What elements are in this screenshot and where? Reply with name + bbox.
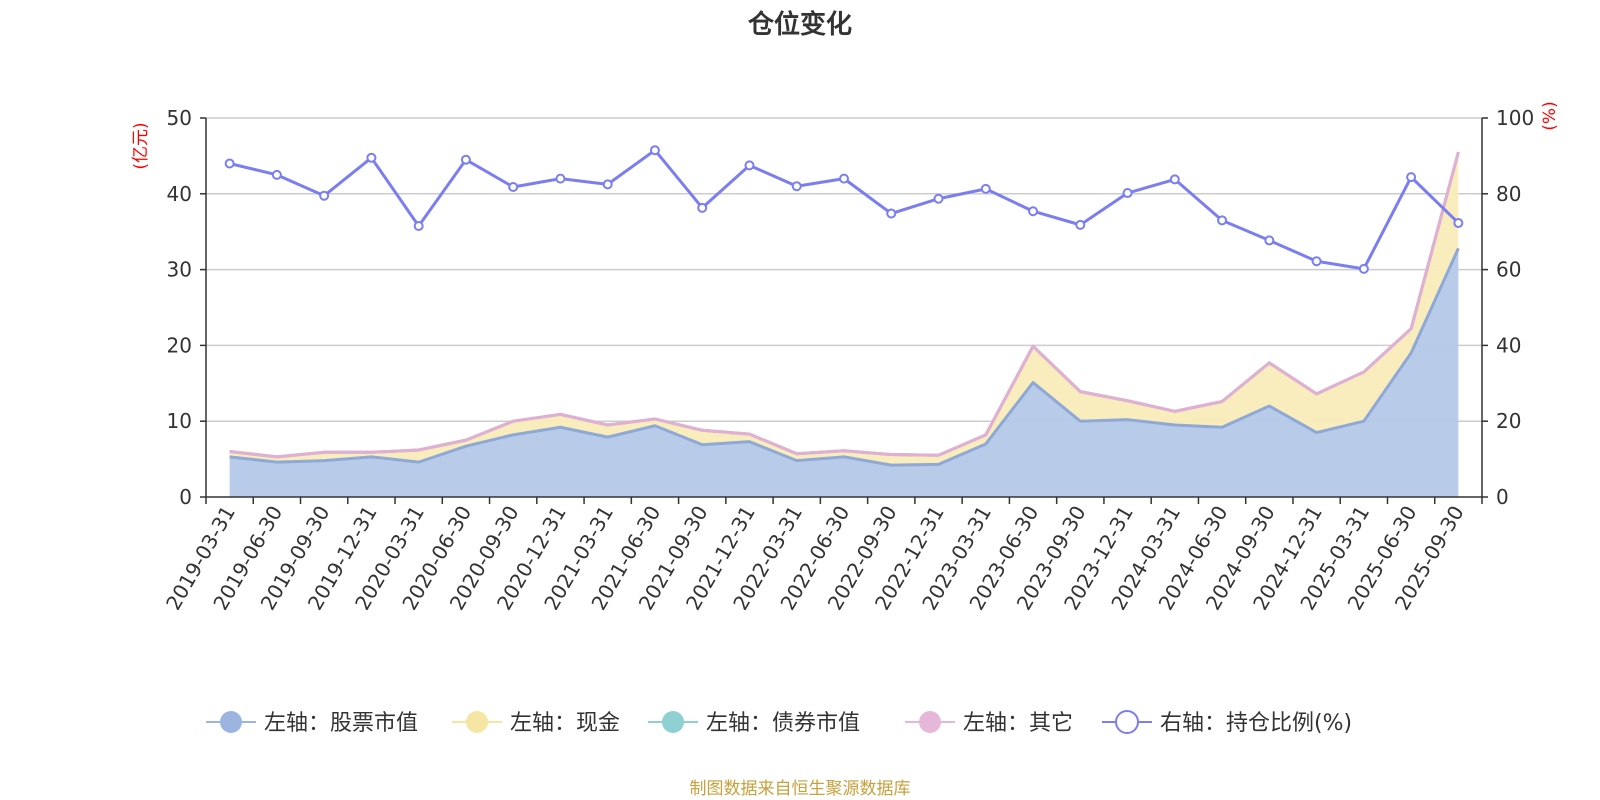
ratio-point <box>1264 235 1275 246</box>
right-axis-tick-label: 100 <box>1496 106 1534 130</box>
legend-label: 左轴：其它 <box>963 711 1073 736</box>
legend-label: 左轴：现金 <box>510 711 620 736</box>
area-series <box>229 151 1460 497</box>
ratio-point <box>933 193 944 204</box>
ratio-point <box>886 208 897 219</box>
right-axis-tick-label: 0 <box>1496 485 1509 509</box>
ratio-point <box>271 169 282 180</box>
ratio-line <box>229 148 1460 271</box>
right-axis-tick-label: 60 <box>1496 258 1521 282</box>
ratio-point <box>602 179 613 190</box>
ratio-point <box>1453 217 1464 228</box>
left-axis-tick-label: 40 <box>167 182 192 206</box>
ratio-point <box>508 181 519 192</box>
data-source-note: 制图数据来自恒生聚源数据库 <box>690 779 911 799</box>
ratio-point <box>839 173 849 184</box>
legend-label: 右轴：持仓比例(%) <box>1160 711 1352 736</box>
ratio-point <box>1122 188 1133 199</box>
ratio-point <box>460 154 471 165</box>
legend-label: 左轴：股票市值 <box>264 711 418 736</box>
ratio-point <box>791 181 802 192</box>
left-axis-tick-label: 50 <box>167 106 192 130</box>
legend-marker <box>466 711 488 733</box>
ratio-point <box>1075 219 1086 230</box>
area-outline-4 <box>229 151 1460 459</box>
chart-title: 仓位变化 <box>747 9 852 40</box>
area-outline-1 <box>229 247 1460 467</box>
ratio-point <box>980 183 991 194</box>
legend-item: 左轴：其它 <box>905 711 1073 736</box>
ratio-point <box>697 202 708 213</box>
area-1 <box>229 248 1459 497</box>
ratio-point <box>1028 206 1039 217</box>
right-axis-unit: (%) <box>1540 101 1560 130</box>
legend-marker <box>662 711 684 733</box>
ratio-point <box>555 173 566 184</box>
left-axis-tick-label: 20 <box>167 333 192 357</box>
right-axis-tick-label: 80 <box>1496 182 1521 206</box>
legend-label: 左轴：债券市值 <box>706 711 860 736</box>
legend-item: 左轴：债券市值 <box>648 711 860 736</box>
ratio-point <box>224 158 235 169</box>
ratio-point <box>1311 256 1322 267</box>
ratio-point <box>1169 174 1180 185</box>
legend-marker <box>919 711 941 733</box>
legend-marker <box>1115 710 1139 734</box>
left-axis-tick-label: 0 <box>179 485 192 509</box>
right-axis-tick-label: 20 <box>1496 409 1521 433</box>
left-axis-unit: (亿元) <box>131 122 151 169</box>
legend-item: 左轴：现金 <box>452 711 620 736</box>
left-axis-tick-label: 30 <box>167 258 192 282</box>
ratio-point <box>413 221 424 232</box>
legend-item: 右轴：持仓比例(%) <box>1102 710 1352 736</box>
ratio-point <box>1217 215 1228 226</box>
right-axis-tick-label: 40 <box>1496 333 1521 357</box>
ratio-point <box>319 190 330 201</box>
ratio-point <box>649 145 660 156</box>
ratio-point <box>1406 172 1417 183</box>
ratio-point <box>744 160 755 171</box>
ratio-point <box>366 152 377 163</box>
legend: 左轴：股票市值 左轴：现金 左轴：债券市值 左轴：其它 右轴：持仓比例(%) <box>206 710 1352 736</box>
ratio-line-series <box>224 145 1464 274</box>
legend-marker <box>220 711 242 733</box>
left-axis-tick-label: 10 <box>167 409 192 433</box>
legend-item: 左轴：股票市值 <box>206 711 418 736</box>
ratio-point <box>1358 263 1369 274</box>
